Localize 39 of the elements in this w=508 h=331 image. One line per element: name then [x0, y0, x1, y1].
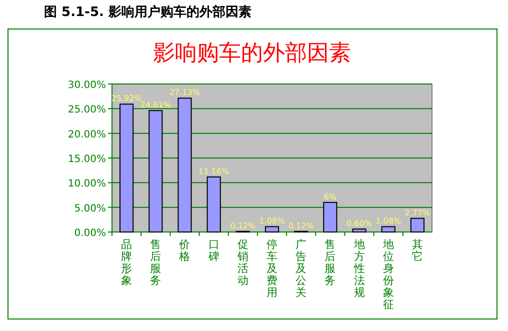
chart-title: 影响购车的外部因素	[153, 41, 351, 66]
y-tick-label: 0.00%	[74, 228, 106, 239]
bar	[381, 226, 396, 232]
bar	[410, 218, 424, 232]
x-tick-label: 促销活动	[236, 238, 248, 287]
bar	[120, 104, 134, 232]
y-tick-label: 25.00%	[68, 104, 106, 116]
y-tick-label: 5.00%	[74, 203, 106, 214]
x-tick-label: 品牌形象	[121, 238, 132, 287]
bar	[264, 226, 280, 232]
x-tick-label: 口碑	[207, 238, 220, 263]
bar	[206, 176, 221, 232]
data-label: 1.08%	[376, 216, 402, 226]
data-label: 0.60%	[346, 219, 372, 228]
data-label: 24.61%	[140, 100, 172, 110]
data-label: 6%	[324, 192, 337, 202]
x-tick-label: 地位身份象征	[382, 238, 394, 311]
data-label: 27.13%	[169, 88, 200, 98]
y-tick-label: 15.00%	[68, 154, 106, 165]
y-tick-label: 10.00%	[68, 178, 106, 190]
bar	[352, 228, 366, 232]
data-label: 0.12%	[230, 221, 256, 230]
x-tick-label: 其它	[412, 238, 423, 263]
data-label: 1.08%	[259, 216, 286, 226]
x-tick-label: 地方性法规	[352, 238, 365, 299]
caption: 图 5.1-5. 影响用户购车的外部因素	[44, 4, 252, 20]
bar	[323, 202, 338, 232]
x-tick-label: 售后服务	[150, 238, 162, 287]
y-tick-label: 30.00%	[68, 80, 106, 91]
y-tick-label: 20.00%	[68, 129, 106, 140]
data-label: 2.77%	[404, 208, 431, 218]
bar	[148, 110, 163, 232]
data-label: 0.12%	[288, 221, 314, 230]
x-tick-label: 售后服务	[324, 238, 336, 287]
bar	[178, 98, 192, 232]
x-tick-label: 停车及费用	[266, 238, 278, 299]
data-label: 11.16%	[198, 166, 230, 176]
x-tick-label: 价格	[178, 238, 190, 263]
x-tick-label: 广告及公关	[296, 238, 307, 299]
